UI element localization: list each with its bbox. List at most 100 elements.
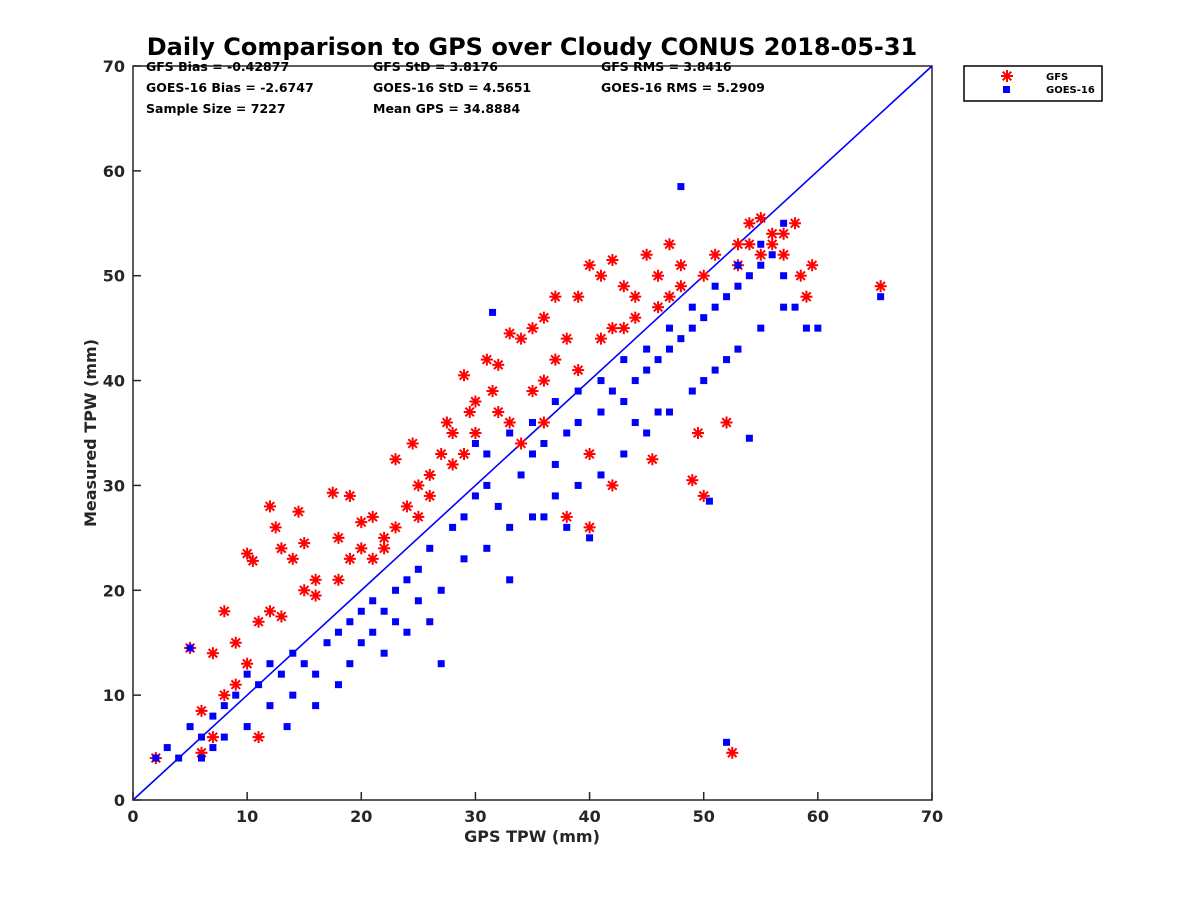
legend-goes-16-label: GOES-16: [1046, 85, 1095, 96]
mean-gps-text: Mean GPS = 34.8884: [373, 101, 520, 116]
gfs-point: [503, 416, 516, 429]
goes-16-point: [506, 429, 514, 437]
goes-16-point: [711, 303, 719, 311]
gfs-point: [720, 416, 733, 429]
gfs-point: [646, 453, 659, 466]
gfs-point: [692, 427, 705, 439]
goes-16-point: [529, 513, 536, 521]
goes-16-point: [711, 282, 719, 290]
legend-gfs-label: GFS: [1046, 72, 1068, 83]
gfs-point: [469, 427, 482, 439]
goes-16-point: [369, 597, 377, 605]
goes-16-point: [186, 644, 194, 652]
gfs-point: [743, 238, 756, 251]
gfs-point: [366, 552, 379, 565]
gfs-point: [515, 332, 528, 345]
goes-16-point: [152, 754, 160, 762]
goes-16-point: [266, 702, 274, 710]
gfs-point: [652, 301, 665, 314]
plot-frame: [132, 65, 933, 801]
gfs-point: [480, 353, 493, 366]
gfs-point: [674, 280, 687, 293]
goes-16-point: [380, 649, 388, 657]
goes-16-point: [677, 183, 685, 191]
goes-16-point: [757, 261, 765, 269]
goes-16-point: [734, 345, 742, 353]
goes-16-point: [665, 408, 673, 416]
goes-16-point: [483, 481, 491, 489]
gfs-point: [309, 573, 322, 586]
gfs-point: [583, 521, 596, 534]
goes-16-point: [460, 513, 468, 521]
gfs-point: [583, 259, 596, 272]
gfs-point: [789, 217, 802, 230]
gfs-point: [332, 531, 345, 544]
goes-16-point: [283, 723, 291, 731]
goes-16-point: [814, 324, 822, 332]
gfs-point: [606, 253, 619, 266]
goes-16-point: [597, 471, 605, 479]
gfs-point: [332, 573, 345, 586]
goes-16-point: [220, 702, 228, 710]
gfs-point: [806, 259, 819, 272]
x-tick-label: 40: [578, 807, 600, 826]
x-tick-label: 10: [236, 807, 258, 826]
goes-16-point: [197, 733, 205, 741]
gfs-point: [275, 542, 288, 555]
gfs-point: [766, 238, 779, 251]
goes-16-point: [403, 628, 411, 636]
gfs-point: [241, 547, 254, 560]
goes-16-point: [757, 324, 765, 332]
goes-16-point: [471, 439, 479, 447]
gfs-point: [640, 248, 653, 261]
gfs-point: [406, 437, 419, 450]
gfs-point: [463, 406, 476, 419]
gfs-point: [286, 552, 299, 565]
goes-16-point: [620, 356, 628, 364]
goes-16-point: [768, 251, 776, 259]
goes-16-point: [877, 293, 885, 301]
goes-16-point: [643, 366, 651, 374]
gfs-point: [400, 500, 413, 513]
gfs-point: [777, 227, 790, 240]
goes-16-point: [220, 733, 228, 741]
goes-16-point: [574, 387, 582, 395]
y-tick-label: 40: [103, 372, 125, 391]
legend: GFS GOES-16: [963, 65, 1103, 102]
goes-16-point: [334, 628, 342, 636]
gfs-point: [726, 746, 739, 759]
gfs-point: [446, 458, 459, 471]
goes-16-point: [471, 492, 479, 500]
gfs-point: [794, 269, 807, 282]
gfs-point: [389, 453, 402, 466]
gfs-point: [446, 427, 459, 439]
gfs-point: [423, 468, 436, 481]
gfs-point: [326, 486, 339, 499]
goes-16-point: [255, 681, 263, 689]
goes-16-point: [757, 240, 765, 248]
goes-16-point: [734, 261, 742, 269]
gfs-point: [412, 479, 425, 492]
goes-16-point: [369, 628, 377, 636]
goes-16-point: [802, 324, 810, 332]
goes-16-point: [700, 314, 708, 322]
goes-16-point: [665, 324, 673, 332]
y-axis: 0 10 20 30 40 50 60 70: [103, 57, 141, 810]
gfs-point: [206, 731, 219, 744]
gfs-point: [469, 395, 482, 408]
goes-16-point: [711, 366, 719, 374]
goes-16-point: [414, 597, 422, 605]
gfs-point: [537, 374, 550, 387]
x-axis: 0 10 20 30 40 50 60 70: [127, 792, 943, 826]
gfs-point: [874, 280, 887, 293]
gfs-point: [515, 437, 528, 450]
gfs-point: [378, 531, 391, 544]
goes-16-point: [688, 303, 696, 311]
goes-16-point: [163, 744, 171, 752]
goes-16-point: [517, 471, 525, 479]
gfs-point: [606, 479, 619, 492]
gfs-point: [743, 217, 756, 230]
gfs-point: [218, 689, 231, 702]
goes-16-point: [323, 639, 331, 647]
